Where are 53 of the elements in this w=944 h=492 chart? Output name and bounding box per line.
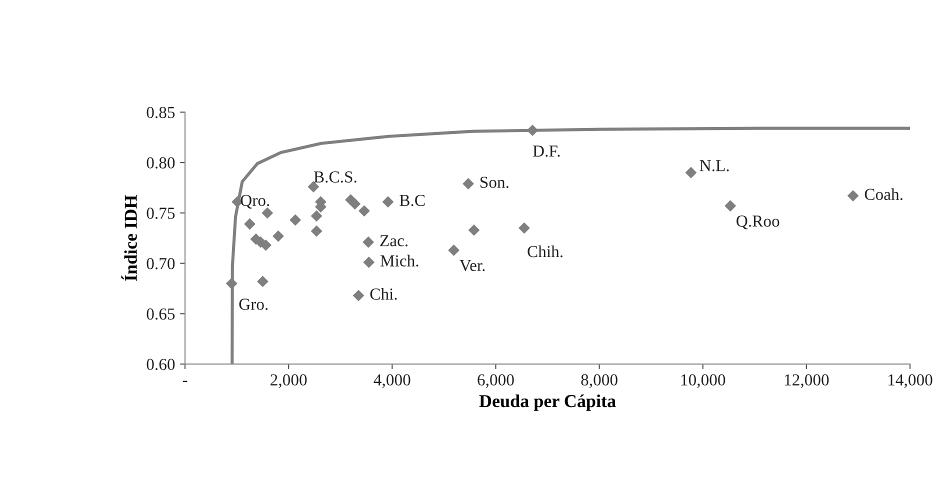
x-tick-label: 14,000 — [888, 374, 932, 388]
point — [363, 256, 375, 268]
annotation: Chi. — [370, 288, 397, 300]
annotation: B.C — [400, 194, 425, 206]
point — [362, 236, 374, 248]
point — [244, 218, 256, 230]
y-tick-label: 0.70 — [146, 258, 175, 270]
point — [462, 178, 474, 190]
point — [526, 124, 538, 136]
y-tick-label: 0.80 — [146, 157, 175, 169]
x-tick-label: 12,000 — [784, 374, 829, 388]
point — [310, 225, 322, 237]
annotation: Ver. — [460, 260, 485, 272]
annotation: Zac. — [380, 235, 408, 246]
point — [256, 276, 268, 288]
point — [468, 224, 480, 236]
x-tick-label: 8,000 — [581, 374, 618, 388]
y-tick-label: 0.65 — [146, 308, 175, 320]
point — [847, 190, 859, 202]
y-axis-title: Índice IDH — [121, 195, 137, 281]
y-tick-label: 0.85 — [146, 106, 175, 118]
x-axis-title: Deuda per Cápita — [479, 394, 616, 411]
point — [448, 244, 460, 256]
x-tick-label: 4,000 — [374, 374, 410, 388]
point — [685, 166, 697, 178]
y-tick-label: 0.75 — [146, 208, 175, 219]
x-tick-label: - — [182, 380, 188, 382]
y-tick-label: 0.60 — [146, 358, 175, 370]
point — [518, 222, 530, 234]
x-tick-label: 6,000 — [478, 374, 514, 388]
annotation: Qro. — [240, 194, 270, 209]
point — [272, 230, 284, 242]
annotation: D.F. — [532, 146, 560, 157]
point — [260, 239, 272, 251]
annotation: N.L. — [700, 160, 729, 172]
annotation: Gro. — [239, 298, 268, 310]
point — [382, 196, 394, 208]
point — [724, 200, 736, 212]
annotation: Chih. — [528, 245, 562, 258]
annotation: Coah. — [864, 188, 902, 200]
point — [310, 210, 322, 222]
x-tick-label: 2,000 — [270, 374, 307, 388]
x-tick-label: 10,000 — [681, 374, 726, 388]
annotation: Mich. — [380, 254, 418, 267]
point — [352, 290, 364, 302]
annotation: B.C.S. — [314, 171, 356, 183]
point — [308, 181, 320, 192]
annotation: Son. — [480, 176, 508, 188]
point — [358, 205, 370, 217]
point — [226, 278, 238, 290]
annotation: Q.Roo — [736, 216, 780, 230]
point — [349, 198, 361, 210]
point — [290, 214, 302, 226]
